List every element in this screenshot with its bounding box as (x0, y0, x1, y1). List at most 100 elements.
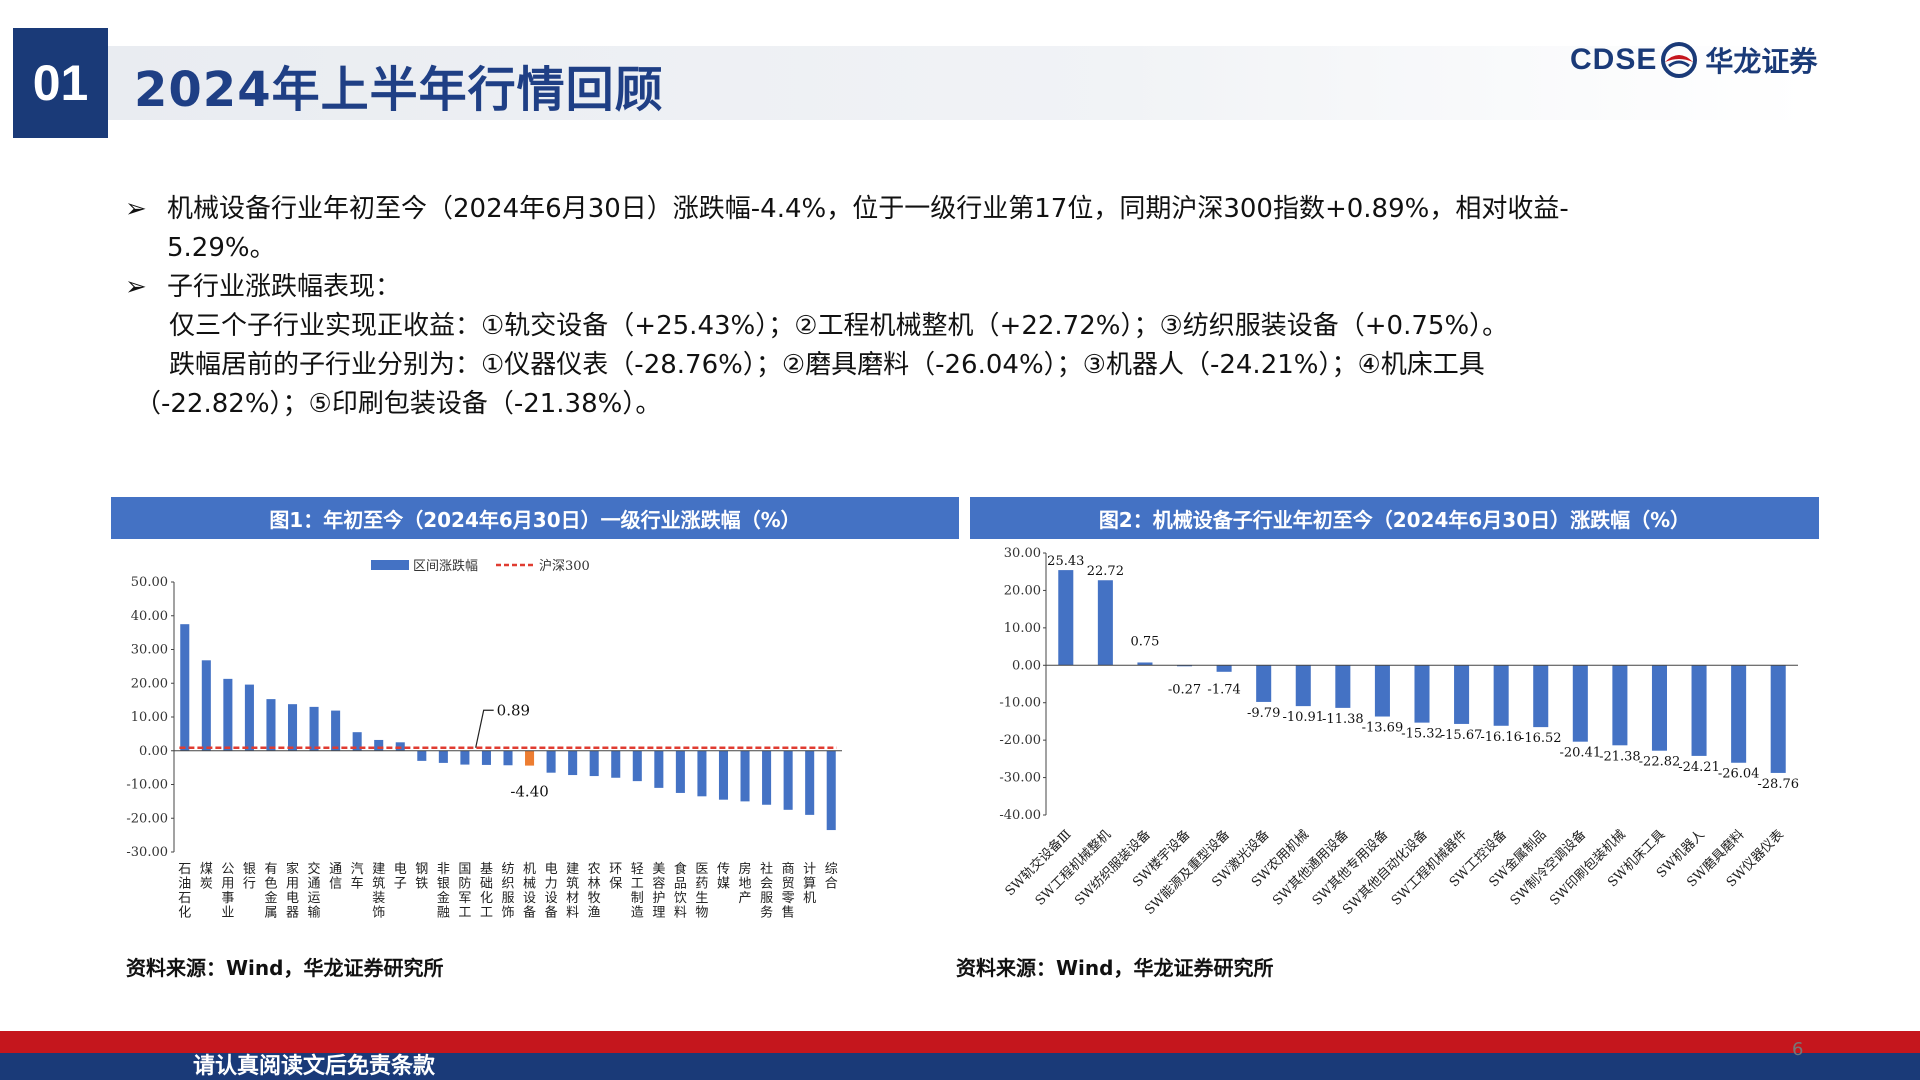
data-label: -16.52 (1520, 731, 1562, 746)
bar (1572, 665, 1588, 742)
bar (287, 704, 298, 751)
bar (1454, 665, 1470, 724)
bar (1691, 665, 1707, 756)
bullet-arrow-icon: ➢ (125, 194, 147, 224)
data-label: -15.67 (1441, 728, 1483, 743)
bar (1731, 665, 1747, 763)
data-label: -24.21 (1678, 760, 1720, 775)
bar (654, 750, 664, 788)
bullet-2: ➢ 子行业涨跌幅表现： (125, 268, 1805, 307)
bar (740, 750, 750, 802)
bar (1770, 665, 1786, 773)
bar (718, 750, 729, 800)
bar (546, 750, 556, 773)
bar (481, 750, 491, 765)
x-tick-label: 银行 (243, 862, 256, 892)
chart-2-source: 资料来源：Wind，华龙证券研究所 (956, 956, 1274, 980)
y-tick-label: 0.00 (1012, 658, 1041, 673)
bullet-1-line-2: 5.29%。 (167, 233, 276, 263)
data-label: -10.91 (1282, 710, 1324, 725)
data-label: -13.69 (1362, 721, 1404, 736)
x-tick-label: 汽车 (351, 862, 364, 892)
data-label: 22.72 (1087, 564, 1124, 579)
x-tick-label: 环保 (609, 862, 622, 892)
y-tick-label: 40.00 (131, 609, 168, 624)
bar (309, 706, 319, 751)
y-tick-label: -20.00 (126, 811, 168, 826)
data-label: -28.76 (1757, 777, 1799, 792)
data-label: -16.16 (1480, 730, 1522, 745)
bullet-1-line-1: 机械设备行业年初至今（2024年6月30日）涨跌幅-4.4%，位于一级行业第17… (167, 194, 1569, 224)
x-tick-label: 纺织服饰 (501, 862, 514, 921)
data-label: 25.43 (1047, 554, 1084, 569)
x-tick-label: 煤炭 (200, 862, 213, 892)
data-label: -0.27 (1168, 682, 1201, 697)
bar (438, 750, 448, 763)
bar (1295, 665, 1311, 707)
x-tick-label: 社会服务 (760, 861, 773, 921)
section-number: 01 (13, 28, 108, 138)
bar (568, 750, 578, 776)
y-tick-label: 30.00 (1004, 546, 1041, 561)
bar (783, 750, 793, 810)
bar (1493, 665, 1509, 726)
data-label: -20.41 (1560, 746, 1602, 761)
bar (1216, 665, 1232, 672)
bar (201, 660, 211, 751)
x-tick-label: 商贸零售 (782, 862, 795, 921)
x-tick-label: 钢铁 (415, 862, 428, 892)
bar (266, 699, 276, 751)
bullet-2-line-2: 跌幅居前的子行业分别为：①仪器仪表（-28.76%）；②磨具磨料（-26.04%… (125, 346, 1805, 385)
x-tick-label: 有色金属 (264, 862, 277, 921)
disclaimer-link[interactable]: 请认真阅读文后免责条款 (193, 1054, 436, 1079)
chart-1: 区间涨跌幅 沪深300 50.00 40.00 30.00 20.00 10.00 0.00 -… (126, 558, 842, 921)
chart-1-title: 图1：年初至今（2024年6月30日）一级行业涨跌幅（%） (111, 497, 959, 539)
page-title: 2024年上半年行情回顾 (134, 62, 664, 118)
legend-label-line: 沪深300 (539, 558, 590, 574)
bar (1097, 580, 1113, 666)
y-tick-label: -30.00 (999, 771, 1041, 786)
data-label: -11.38 (1322, 712, 1364, 727)
bar-highlight (525, 750, 535, 766)
y-tick-label: -20.00 (999, 733, 1041, 748)
bar (1533, 665, 1549, 728)
brand-logo: CDSE 华龙证券 (1570, 40, 1817, 80)
bar (675, 750, 685, 793)
x-tick-label: 国防军工 (458, 862, 471, 921)
dragon-logo-icon (1661, 42, 1698, 78)
footer-red-band (0, 1031, 1920, 1053)
bullet-2-line-3: （-22.82%）；⑤印刷包装设备（-21.38%）。 (125, 385, 1805, 424)
chart-2: 30.00 20.00 10.00 0.00 -10.00 -20.00 -30.00 -40… (999, 546, 1799, 918)
annotation-leader (475, 709, 494, 748)
bar (503, 750, 513, 766)
bar (589, 750, 599, 777)
bar (1256, 665, 1272, 702)
y-tick-label: -30.00 (126, 845, 168, 860)
annotation-highlight: -4.40 (510, 782, 548, 800)
x-tick-label: 交通运输 (308, 861, 321, 921)
bar (460, 750, 470, 765)
bar (1335, 665, 1351, 708)
y-tick-label: -40.00 (999, 808, 1041, 823)
y-tick-label: 20.00 (1004, 583, 1041, 598)
x-tick-label: 食品饮料 (674, 861, 687, 921)
x-tick-label: 轻工制造 (631, 862, 644, 921)
bar (1137, 662, 1153, 666)
bar (826, 750, 836, 831)
data-label: -9.79 (1247, 706, 1280, 721)
bar (180, 624, 190, 751)
legend-swatch-bar (371, 560, 409, 570)
x-tick-label: 石油石化 (178, 862, 191, 921)
bar (1058, 570, 1074, 666)
bar (805, 750, 815, 815)
annotation-benchmark: 0.89 (497, 701, 530, 719)
bar (331, 710, 341, 751)
bar (1612, 665, 1628, 746)
bar (1414, 665, 1430, 723)
y-tick-label: 10.00 (131, 710, 168, 725)
x-tick-label: 基础化工 (480, 862, 493, 921)
bullet-2-title: 子行业涨跌幅表现： (167, 272, 402, 302)
bar (244, 684, 254, 751)
footer-blue-band (0, 1053, 1920, 1080)
x-tick-label: 公用事业 (221, 862, 234, 921)
